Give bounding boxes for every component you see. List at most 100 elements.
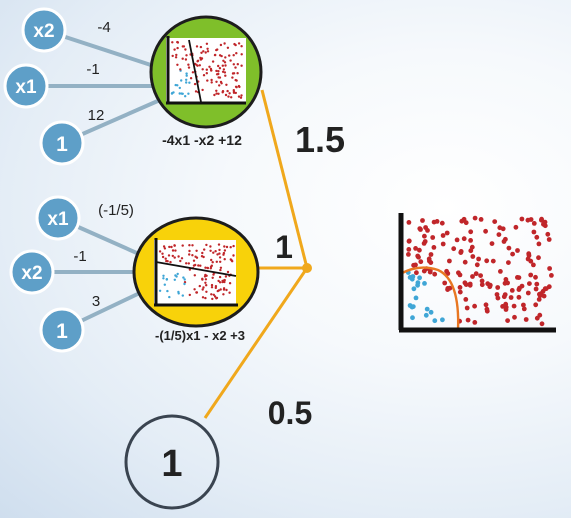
output-weight-2: 1: [275, 229, 293, 265]
red-point: [497, 225, 503, 231]
red-point: [222, 251, 226, 255]
red-point: [171, 54, 174, 58]
red-point: [547, 266, 552, 271]
red-point: [237, 42, 241, 45]
red-point: [222, 279, 225, 282]
blue-point: [187, 92, 190, 95]
red-point: [545, 231, 551, 237]
blue-point: [411, 286, 417, 292]
red-point: [217, 70, 220, 73]
red-point: [536, 255, 541, 261]
red-point: [210, 286, 214, 289]
weight-label: 12: [88, 107, 105, 124]
neuron-2-equation: -(1/5)x1 - x2 +3: [155, 328, 245, 343]
red-point: [222, 68, 226, 71]
red-point: [515, 248, 520, 253]
red-point: [205, 290, 208, 293]
red-point: [434, 219, 440, 224]
red-point: [533, 302, 539, 308]
input-node-n1-3: 1: [39, 120, 85, 166]
red-point: [218, 248, 221, 252]
blue-point: [410, 304, 416, 309]
red-point: [233, 42, 236, 46]
blue-point: [410, 315, 415, 321]
red-point: [525, 290, 531, 296]
red-point: [469, 244, 475, 250]
red-point: [228, 291, 231, 294]
red-point: [187, 66, 191, 69]
red-point: [546, 237, 552, 242]
red-point: [193, 82, 197, 86]
red-point: [205, 243, 208, 247]
red-point: [213, 93, 216, 97]
blue-point: [166, 289, 169, 293]
red-point: [225, 245, 229, 249]
red-point: [188, 268, 192, 271]
red-point: [213, 295, 217, 298]
input-node-n2-2: x2: [9, 249, 55, 295]
blue-point: [174, 274, 177, 277]
red-point: [181, 244, 184, 247]
weight-label: 3: [92, 293, 100, 310]
red-point: [462, 280, 468, 286]
red-point: [413, 246, 418, 251]
red-point: [196, 60, 199, 63]
red-point: [223, 71, 227, 74]
red-point: [203, 248, 206, 251]
red-point: [479, 282, 485, 288]
red-point: [215, 92, 218, 95]
blue-point: [415, 280, 421, 286]
red-point: [187, 262, 190, 265]
red-point: [174, 249, 177, 252]
red-point: [210, 81, 213, 84]
red-point: [212, 251, 215, 254]
neuron-2: [132, 216, 260, 328]
red-point: [187, 63, 190, 66]
red-point: [191, 244, 194, 247]
red-point: [231, 76, 234, 79]
red-point: [440, 233, 446, 238]
weight-label: -4: [97, 19, 110, 36]
red-point: [211, 297, 214, 301]
red-point: [204, 281, 207, 284]
red-point: [200, 51, 203, 54]
red-point: [218, 252, 221, 255]
red-point: [500, 304, 505, 309]
output-weight-1: 1.5: [295, 119, 345, 160]
red-point: [228, 282, 232, 285]
red-point: [527, 281, 532, 286]
blue-point: [165, 278, 168, 281]
red-point: [218, 67, 222, 70]
red-point: [219, 43, 223, 47]
red-point: [531, 262, 536, 268]
red-point: [223, 249, 227, 252]
red-point: [209, 245, 212, 248]
red-point: [406, 247, 412, 252]
red-point: [193, 288, 196, 291]
red-point: [428, 252, 434, 257]
red-point: [537, 312, 543, 318]
red-point: [215, 89, 218, 93]
red-point: [214, 53, 217, 57]
red-point: [217, 76, 220, 79]
blue-point: [181, 294, 184, 297]
red-point: [176, 46, 179, 50]
red-point: [188, 253, 191, 256]
red-point: [205, 284, 208, 287]
red-point: [202, 286, 205, 289]
red-point: [226, 270, 230, 274]
red-point: [204, 278, 208, 281]
red-point: [171, 41, 174, 44]
red-point: [501, 294, 507, 300]
red-point: [422, 233, 427, 239]
red-point: [204, 296, 207, 300]
red-point: [162, 245, 166, 248]
red-point: [224, 93, 228, 97]
neuron-2-boundary-line: [155, 261, 237, 277]
red-point: [215, 260, 218, 263]
red-point: [523, 317, 529, 322]
red-point: [173, 244, 176, 247]
red-point: [210, 264, 213, 267]
red-point: [473, 271, 479, 277]
red-point: [417, 247, 422, 253]
